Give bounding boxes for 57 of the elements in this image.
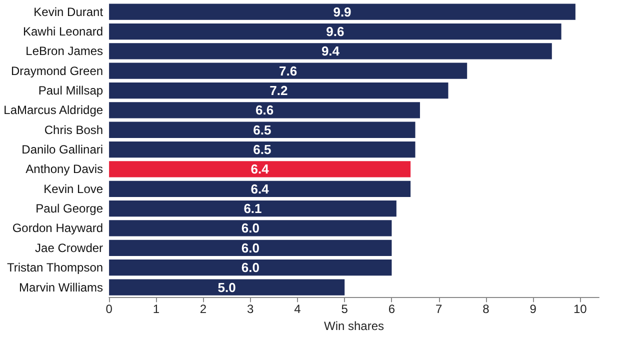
- data-label: 6.0: [241, 220, 260, 236]
- y-tick-label: Paul George: [36, 202, 104, 216]
- bar: [109, 161, 411, 178]
- y-tick-label: Gordon Hayward: [12, 221, 104, 236]
- bar: [109, 279, 345, 296]
- y-tick-label: Tristan Thompson: [7, 260, 104, 275]
- x-tick-label: 0: [106, 302, 113, 316]
- bar: [109, 240, 392, 256]
- data-label: 6.4: [250, 181, 270, 196]
- bar: [109, 62, 468, 79]
- x-tick-label: 6: [388, 302, 396, 316]
- y-tick-label: Danilo Gallinari: [22, 142, 104, 157]
- bar: [109, 180, 411, 197]
- bar: [109, 4, 576, 20]
- x-tick-label: 10: [573, 302, 588, 316]
- data-label: 7.2: [270, 83, 288, 98]
- data-label: 9.9: [333, 4, 352, 20]
- y-tick-label: Jae Crowder: [35, 240, 104, 255]
- y-tick-label: Chris Bosh: [44, 122, 104, 137]
- data-label: 6.0: [241, 240, 260, 256]
- data-label: 6.0: [241, 260, 260, 276]
- y-tick-label: LeBron James: [26, 44, 104, 58]
- data-label: 5.0: [218, 280, 236, 295]
- data-label: 9.4: [321, 44, 340, 59]
- y-tick-label: Kawhi Leonard: [22, 24, 104, 39]
- data-label: 6.5: [253, 122, 272, 138]
- bar: [109, 23, 562, 40]
- bar: [109, 200, 396, 217]
- bar: [109, 43, 552, 60]
- data-label: 7.6: [279, 63, 298, 78]
- data-label: 6.5: [253, 142, 272, 158]
- y-tick-label: Paul Millsap: [38, 84, 104, 98]
- x-axis-title: Win shares: [324, 319, 384, 333]
- data-label: 6.6: [255, 102, 274, 118]
- x-tick-label: 4: [294, 302, 302, 316]
- y-tick-label: Marvin Williams: [19, 280, 104, 294]
- y-tick-label: LaMarcus Aldridge: [4, 103, 104, 118]
- data-label: 6.1: [244, 201, 262, 216]
- x-tick-label: 2: [200, 302, 207, 316]
- x-tick-label: 7: [435, 302, 442, 316]
- y-tick-label: Anthony Davis: [26, 162, 104, 176]
- data-label: 6.4: [250, 162, 270, 177]
- bar: [109, 102, 420, 118]
- x-tick-label: 3: [247, 302, 254, 316]
- data-label: 9.6: [326, 24, 344, 40]
- x-tick-label: 9: [530, 302, 537, 316]
- y-tick-label: Kevin Durant: [34, 4, 104, 19]
- y-tick-label: Kevin Love: [44, 182, 104, 196]
- bar: [109, 82, 448, 99]
- bar: [109, 141, 416, 158]
- bar: [109, 260, 392, 276]
- y-tick-label: Draymond Green: [11, 64, 104, 78]
- x-tick-label: 8: [482, 302, 490, 316]
- x-tick-label: 1: [152, 302, 160, 316]
- x-tick-label: 5: [341, 302, 348, 316]
- bar: [109, 220, 392, 236]
- bar: [109, 122, 416, 138]
